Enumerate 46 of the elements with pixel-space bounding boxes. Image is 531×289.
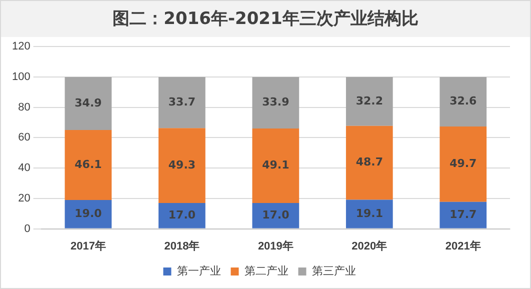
data-label: 34.9 [74, 96, 102, 110]
y-tick-label: 100 [12, 71, 30, 83]
bar [64, 130, 112, 200]
legend-label: 第一产业 [176, 264, 221, 278]
bar [64, 200, 112, 228]
y-tick-label: 60 [18, 132, 30, 144]
data-label: 32.2 [356, 94, 383, 108]
bar [252, 128, 300, 203]
bar [158, 76, 206, 128]
bar [252, 202, 300, 228]
data-label: 32.6 [450, 94, 478, 108]
data-label: 19.0 [74, 206, 102, 220]
data-label: 46.1 [74, 158, 102, 171]
chart-title: 图二：2016年-2021年三次产业结构比 [1, 1, 530, 37]
bar [158, 128, 206, 203]
x-tick-label: 2018年 [164, 239, 200, 252]
bar [64, 76, 112, 130]
bar [346, 126, 393, 200]
bar [346, 200, 393, 228]
data-label: 33.9 [262, 96, 290, 109]
bar [440, 126, 487, 202]
y-tick-label: 20 [18, 192, 30, 204]
y-tick-label: 0 [24, 222, 30, 235]
legend-label: 第三产业 [312, 264, 356, 278]
y-tick-label: 40 [18, 162, 30, 174]
data-label: 49.1 [262, 158, 290, 172]
data-label: 17.7 [450, 208, 477, 221]
data-label: 49.3 [168, 158, 196, 172]
bar [158, 202, 206, 228]
data-label: 19.1 [356, 206, 383, 220]
bar [440, 76, 487, 126]
data-label: 33.7 [168, 95, 196, 108]
bar [252, 76, 300, 128]
bar [346, 76, 393, 126]
legend-label: 第二产业 [244, 264, 288, 278]
data-label: 49.7 [450, 157, 477, 170]
x-tick-label: 2020年 [352, 239, 388, 252]
x-tick-label: 2019年 [258, 239, 294, 252]
data-label: 17.0 [168, 208, 196, 222]
data-label: 17.0 [262, 208, 290, 222]
bar [440, 202, 487, 228]
x-tick-label: 2017年 [70, 239, 106, 252]
data-label: 48.7 [356, 156, 383, 169]
y-tick-label: 120 [12, 40, 30, 53]
x-tick-label: 2021年 [445, 239, 481, 252]
y-tick-label: 80 [18, 101, 30, 114]
